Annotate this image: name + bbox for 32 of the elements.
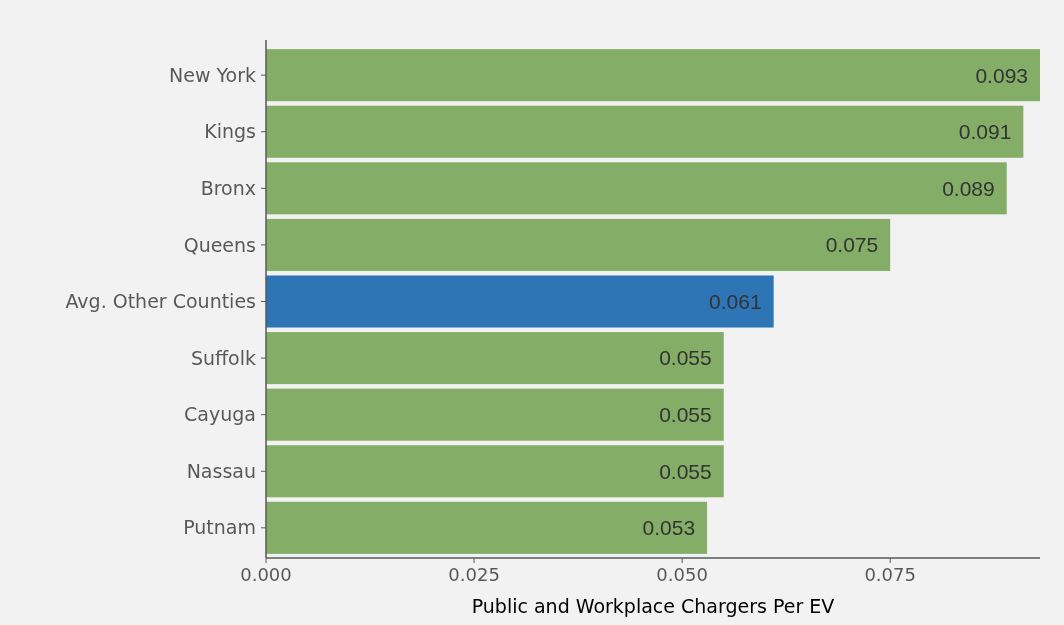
x-tick-label: 0.000 <box>240 564 292 585</box>
data-label: 0.091 <box>958 120 1012 144</box>
x-tick-label: 0.075 <box>864 564 916 585</box>
bar <box>266 275 774 328</box>
bar <box>266 218 891 271</box>
data-label: 0.061 <box>709 289 762 313</box>
y-tick-label: Avg. Other Counties <box>65 290 256 313</box>
y-tick-label: Nassau <box>186 459 256 482</box>
bar <box>266 388 724 441</box>
data-label: 0.093 <box>975 63 1028 87</box>
y-tick-label: Bronx <box>200 176 256 199</box>
bar <box>266 162 1007 215</box>
bar <box>266 49 1040 102</box>
data-label: 0.055 <box>659 346 712 370</box>
y-tick-label: Kings <box>204 120 256 143</box>
data-label: 0.055 <box>659 403 712 427</box>
bar <box>266 501 708 554</box>
y-tick-label: Putnam <box>183 516 256 539</box>
y-tick-label: New York <box>168 63 256 86</box>
data-label: 0.089 <box>942 176 995 200</box>
bar <box>266 445 724 498</box>
data-label: 0.055 <box>659 459 712 483</box>
y-tick-label: Cayuga <box>184 403 256 426</box>
bar <box>266 105 1024 158</box>
bar <box>266 332 724 385</box>
x-tick-label: 0.050 <box>656 564 708 585</box>
x-tick-label: 0.025 <box>448 564 500 585</box>
y-tick-label: Queens <box>183 233 256 256</box>
data-label: 0.075 <box>825 233 879 257</box>
data-label: 0.053 <box>642 516 696 540</box>
y-tick-label: Suffolk <box>190 346 256 369</box>
x-axis-title: Public and Workplace Chargers Per EV <box>471 595 835 617</box>
